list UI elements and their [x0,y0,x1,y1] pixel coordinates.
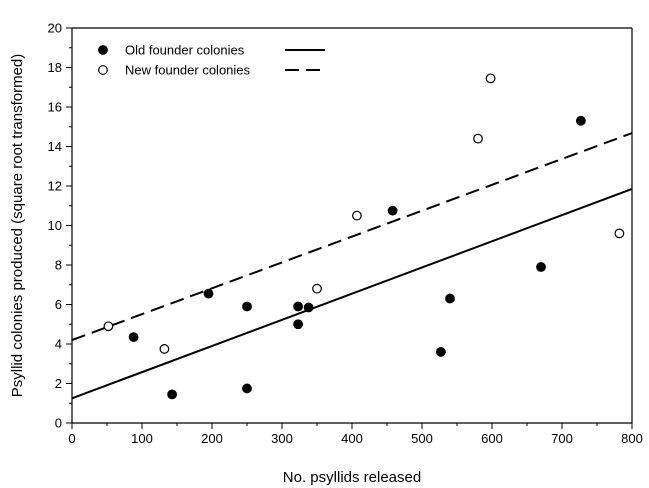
new-founder-data-point [312,283,322,294]
y-tick-label: 4 [55,337,62,352]
y-axis-label: Psyllid colonies produced (square root t… [9,54,26,398]
legend-marker [98,65,108,75]
y-tick-label: 6 [55,297,62,312]
legend-label: New founder colonies [125,63,251,78]
old-founder-data-point [536,262,546,272]
old-founder-data-point [445,293,455,304]
old-founder-data-point [242,301,252,312]
old-founder-data-point [167,389,178,400]
legend: Old founder colonies New founder colonies [98,43,325,78]
new-founder-data-point [473,133,483,144]
new-founder-data-point [485,73,496,84]
new-founder-data-point [103,321,114,332]
x-tick-label: 200 [201,431,223,446]
old-founder-data-point [242,383,252,394]
old-founder-data-point [203,288,214,299]
y-tick-label: 12 [48,179,62,194]
x-tick-label: 600 [481,431,503,446]
old-founder-data-point [128,332,139,342]
y-tick-label: 20 [48,21,62,36]
old-founder-fit-line [71,188,633,400]
new-founder-data-point [614,228,625,239]
x-axis-label: No. psyllids released [283,469,421,486]
x-tick-label: 300 [271,431,293,446]
x-tick-label: 800 [621,431,643,446]
new-founder-data-point [159,344,170,354]
x-tick-label: 100 [131,431,153,446]
old-founder-data-point [436,347,446,357]
x-tick-label: 700 [551,431,573,446]
y-tick-label: 10 [48,218,62,233]
new-founder-fit-line [71,132,633,341]
old-founder-data-point [293,319,304,330]
x-tick-label: 500 [411,431,433,446]
y-tick-label: 8 [55,258,62,273]
x-tick-label: 400 [341,431,363,446]
fit-lines-layer [71,132,633,400]
old-founder-data-point [576,115,586,126]
y-tick-label: 18 [48,60,62,75]
legend-marker [98,45,108,55]
legend-label: Old founder colonies [125,43,245,58]
old-founder-data-point [387,205,398,216]
y-tick-label: 14 [48,139,62,154]
y-tick-label: 2 [55,376,62,391]
old-founder-data-point [303,302,314,313]
x-tick-label: 0 [68,431,75,446]
old-founder-data-point [293,301,304,312]
axes-layer: 0 100 200 300 400 500 600 700 800 0 2 4 6 8 10 12 14 16 18… [48,21,643,447]
new-founder-data-point [352,210,362,221]
data-points-layer [103,73,625,400]
y-tick-label: 16 [48,100,62,115]
y-tick-label: 0 [55,416,62,431]
